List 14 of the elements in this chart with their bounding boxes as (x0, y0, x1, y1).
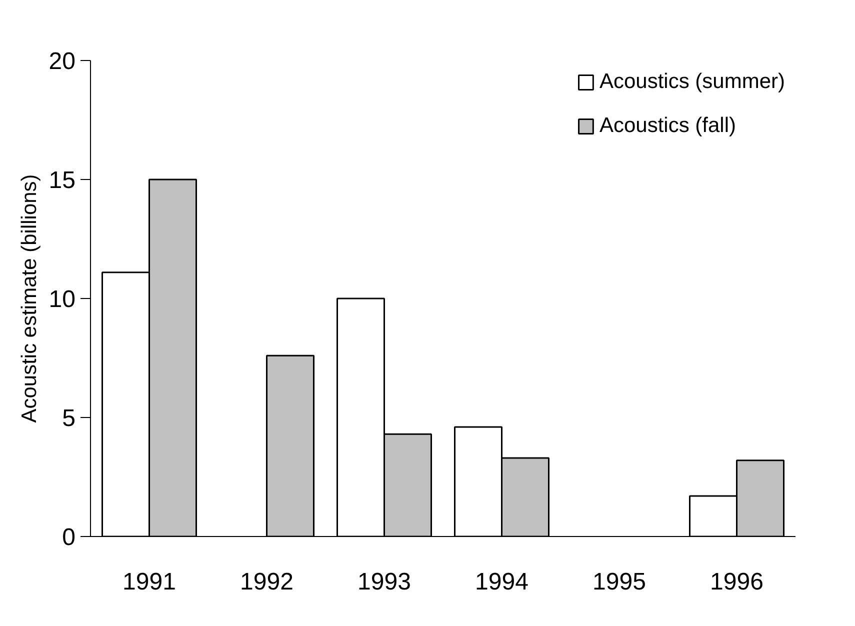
x-tick-label: 1995 (592, 568, 646, 596)
y-axis-title: Acoustic estimate (billions) (18, 174, 41, 423)
y-tick-label: 20 (48, 48, 76, 75)
x-tick-label: 1991 (122, 568, 176, 596)
x-tick-label: 1996 (710, 568, 764, 596)
x-tick-label: 1993 (358, 568, 411, 596)
x-tick-label: 1992 (240, 568, 294, 596)
legend-label: Acoustics (fall) (599, 114, 736, 138)
y-tick-label: 0 (62, 524, 76, 551)
y-tick-label: 15 (48, 167, 76, 194)
legend-label: Acoustics (summer) (599, 70, 785, 94)
y-tick-label: 5 (62, 405, 76, 432)
y-tick-label: 10 (48, 286, 76, 313)
x-tick-label: 1994 (475, 568, 528, 596)
